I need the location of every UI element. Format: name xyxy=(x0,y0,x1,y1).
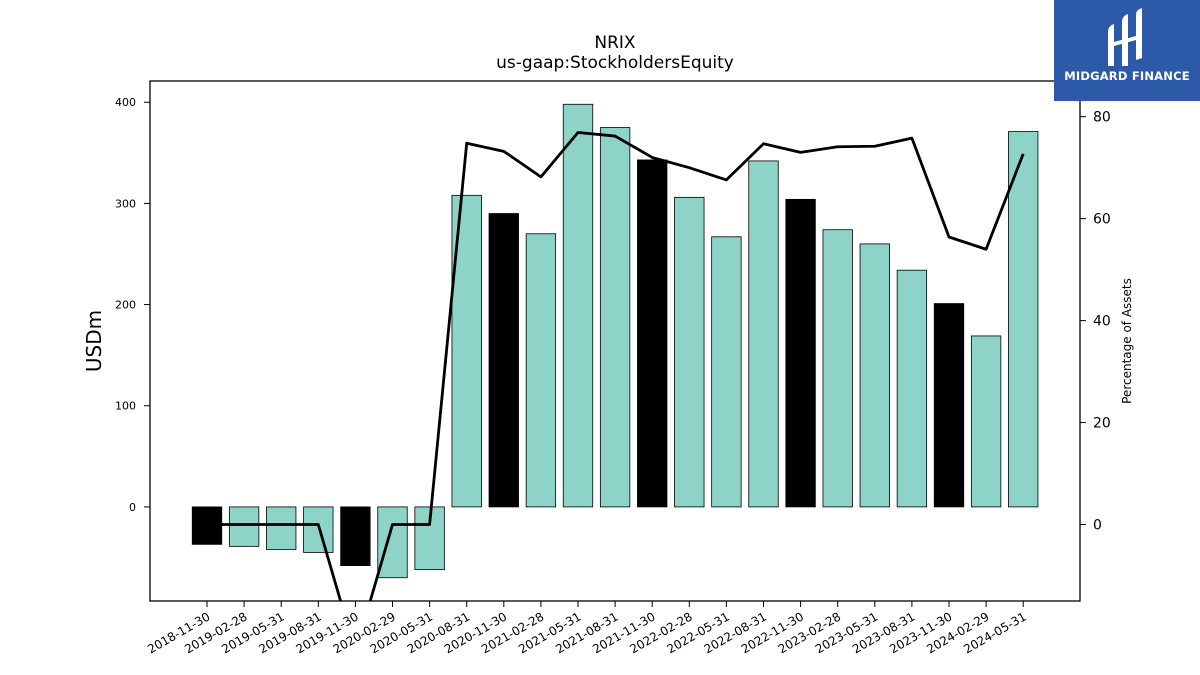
bar xyxy=(674,196,705,508)
bar xyxy=(859,243,890,508)
bar xyxy=(377,506,408,579)
bar xyxy=(1008,131,1039,508)
y-tick-label: 300 xyxy=(115,197,136,210)
bar xyxy=(266,506,297,550)
bar xyxy=(711,236,742,508)
bar xyxy=(525,233,557,508)
y-tick-label: 400 xyxy=(115,96,136,109)
bar xyxy=(970,335,1002,508)
y2-tick-label: 20 xyxy=(1093,416,1111,432)
bar xyxy=(340,506,371,566)
logo-mark-icon xyxy=(1108,8,1142,66)
percentage-line xyxy=(207,131,1025,601)
y2-tick-label: 60 xyxy=(1093,212,1111,228)
bar xyxy=(748,160,779,508)
bar xyxy=(562,103,594,508)
chart-title: NRIX xyxy=(594,33,636,53)
y-tick-label: 200 xyxy=(115,299,136,312)
bar xyxy=(637,159,668,508)
bar xyxy=(228,506,260,547)
y2-tick-label: 40 xyxy=(1093,314,1111,330)
bar xyxy=(785,198,816,508)
bar xyxy=(303,506,334,553)
y2-tick-label: 80 xyxy=(1093,110,1111,126)
chart-subtitle: us-gaap:StockholdersEquity xyxy=(496,53,734,73)
y-tick-label: 0 xyxy=(129,501,136,514)
brand-logo: MIDGARD FINANCE xyxy=(1054,0,1200,101)
bar xyxy=(896,269,928,508)
y-axis-label: USDm xyxy=(82,310,106,372)
y2-tick-label: 0 xyxy=(1093,518,1102,534)
bars-group xyxy=(191,103,1039,579)
y2-axis-label: Percentage of Assets xyxy=(1120,278,1134,404)
y-tick-label: 100 xyxy=(115,400,136,413)
axes-group: 01002003004000204060802018-11-302019-02-… xyxy=(115,80,1111,656)
logo-text: MIDGARD FINANCE xyxy=(1064,69,1190,83)
bar xyxy=(822,229,853,508)
bar xyxy=(599,127,631,508)
bar xyxy=(933,303,965,508)
line-group xyxy=(207,131,1025,601)
bar xyxy=(488,213,519,508)
